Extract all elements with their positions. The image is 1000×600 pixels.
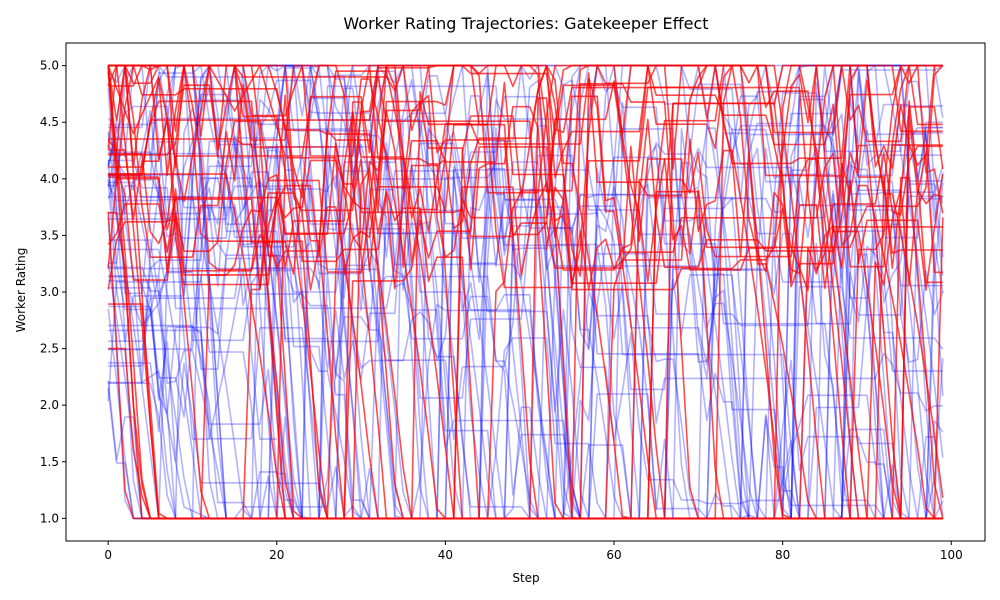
chart-title: Worker Rating Trajectories: Gatekeeper E…: [343, 14, 708, 33]
blue-trajectory-line-27: [107, 64, 943, 520]
red-trajectory-line-29: [107, 64, 943, 520]
red-trajectory-line-10: [107, 64, 943, 520]
x-tick-label: 60: [606, 548, 621, 562]
y-tick-label: 3.0: [40, 285, 59, 299]
red-trajectory-line-27: [108, 64, 943, 520]
x-axis-ticks: 0 20 40 60 80 100: [104, 541, 963, 562]
x-axis-label: Step: [512, 571, 539, 585]
red-trajectory-line-28: [107, 64, 944, 291]
trajectory-lines: [107, 64, 944, 520]
x-tick-label: 100: [940, 548, 963, 562]
y-tick-label: 2.5: [40, 342, 59, 356]
y-tick-label: 1.5: [40, 455, 59, 469]
x-tick-label: 80: [775, 548, 790, 562]
x-tick-label: 20: [269, 548, 284, 562]
red-trajectory-line-20: [107, 64, 943, 272]
x-tick-label: 0: [104, 548, 112, 562]
blue-trajectory-line-4: [108, 85, 944, 520]
y-axis-label: Worker Rating: [14, 248, 28, 333]
red-trajectory-line-24: [107, 64, 943, 520]
blue-trajectory-line-40: [107, 64, 943, 520]
red-trajectory-line-26: [108, 64, 943, 290]
blue-trajectory-line-41: [108, 72, 943, 520]
y-tick-label: 2.0: [40, 398, 59, 412]
blue-sample-line-0: [108, 234, 277, 440]
y-tick-label: 1.0: [40, 511, 59, 525]
y-tick-label: 5.0: [40, 59, 59, 73]
x-tick-label: 40: [438, 548, 453, 562]
y-tick-label: 4.0: [40, 172, 59, 186]
red-trajectory-line-25: [107, 64, 944, 498]
blue-trajectory-line-39: [108, 64, 943, 520]
y-tick-label: 4.5: [40, 115, 59, 129]
y-axis-ticks: 1.0 1.5 2.0 2.5 3.0 3.5 4.0 4.5 5.0: [40, 59, 66, 525]
y-tick-label: 3.5: [40, 228, 59, 242]
blue-trajectory-line-26: [108, 132, 943, 520]
blue-trajectory-line-0: [107, 64, 943, 520]
